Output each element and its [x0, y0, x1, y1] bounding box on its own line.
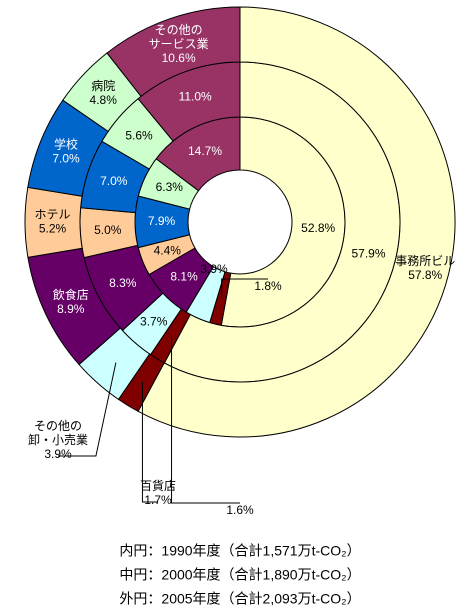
value-label: 3.9% [44, 447, 72, 461]
leader-line [171, 335, 240, 504]
category-label: 学校 [54, 136, 78, 151]
text-line: サービス業 [149, 37, 209, 51]
value-label: 5.0% [94, 223, 122, 237]
category-label: その他のサービス業 [149, 23, 209, 51]
value-label: 1.8% [254, 279, 282, 293]
value-label: 1.6% [226, 503, 254, 517]
value-label: 3.9% [200, 262, 228, 276]
category-label: 事務所ビル [395, 254, 455, 268]
value-label: 10.6% [162, 51, 196, 65]
value-label: 57.8% [408, 268, 442, 282]
leader-line [58, 362, 117, 457]
category-label: 飲食店 [53, 287, 89, 302]
leader-line [141, 382, 158, 503]
value-label: 4.4% [154, 244, 182, 258]
text-line: その他の [34, 419, 82, 433]
value-label: 8.9% [57, 302, 85, 316]
ring-segment [137, 6, 456, 438]
value-label: 11.0% [179, 89, 212, 103]
value-label: 4.8% [90, 93, 118, 107]
value-label: 52.8% [301, 221, 335, 235]
value-label: 3.7% [140, 315, 168, 329]
legend-entry: 外円：2005年度（合計2,093万t-CO₂） [119, 591, 360, 607]
category-label: 病院 [91, 78, 115, 93]
value-label: 14.7% [188, 144, 222, 158]
value-label: 1.7% [144, 493, 172, 507]
value-label: 8.3% [109, 276, 137, 290]
value-label: 7.0% [52, 151, 80, 165]
value-label: 8.1% [170, 269, 198, 283]
ring-segment [106, 6, 241, 97]
category-label: 百貨店 [140, 478, 176, 493]
text-line: 卸・小売業 [28, 432, 88, 447]
value-label: 7.0% [100, 174, 128, 188]
value-label: 7.9% [148, 214, 176, 228]
category-label: ホテル [34, 207, 70, 221]
value-label: 57.9% [351, 246, 385, 260]
legend-entry: 内円：1990年度（合計1,571万t-CO₂） [119, 543, 360, 559]
text-line: その他の [155, 23, 203, 37]
category-label: その他の卸・小売業 [28, 419, 88, 447]
value-label: 5.2% [39, 221, 67, 235]
legend-entry: 中円：2000年度（合計1,890万t-CO₂） [119, 567, 360, 583]
value-label: 6.3% [156, 180, 184, 194]
value-label: 5.6% [125, 128, 153, 142]
leader-line [221, 278, 268, 299]
